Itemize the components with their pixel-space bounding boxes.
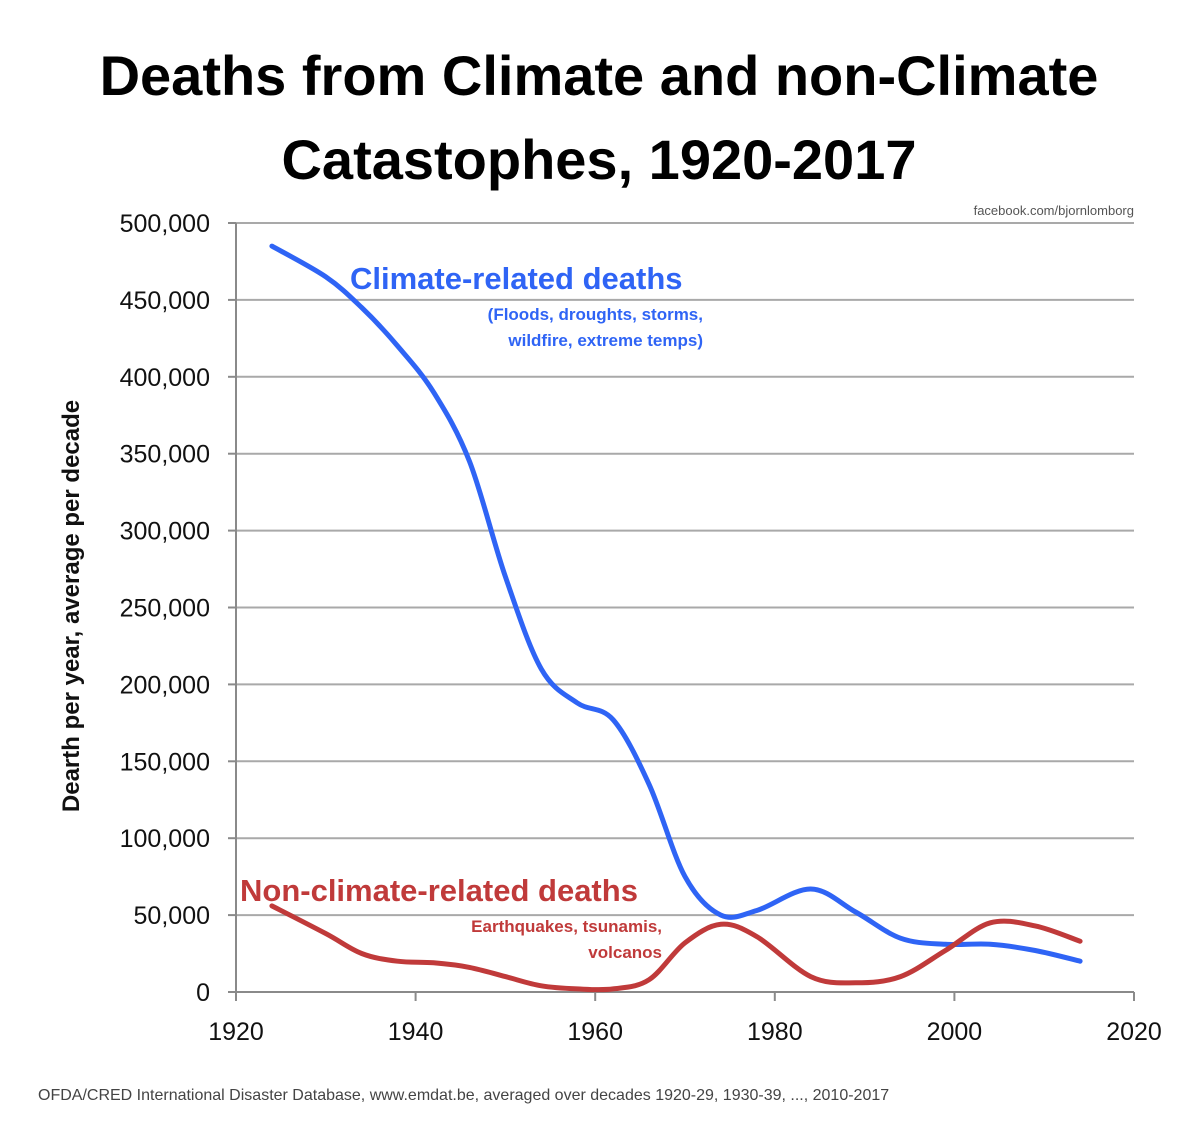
x-tick-label: 1980 xyxy=(747,1018,803,1046)
y-tick-label: 50,000 xyxy=(134,902,210,930)
series-lines xyxy=(269,243,1083,993)
x-tick-label: 1960 xyxy=(567,1018,623,1046)
source-note: OFDA/CRED International Disaster Databas… xyxy=(38,1087,889,1104)
x-tick-label: 2000 xyxy=(927,1018,983,1046)
chart-title-line-2: Catastophes, 1920-2017 xyxy=(281,128,917,191)
credit-text: facebook.com/bjornlomborg xyxy=(974,203,1134,218)
y-tick-label: 400,000 xyxy=(120,364,210,392)
y-axis-label: Dearth per year, average per decade xyxy=(58,400,85,812)
y-tick-label: 450,000 xyxy=(120,287,210,315)
y-tick-label: 350,000 xyxy=(120,441,210,469)
y-tick-label: 200,000 xyxy=(120,671,210,699)
chart-title-line-1: Deaths from Climate and non-Climate xyxy=(99,44,1099,107)
y-tick-label: 250,000 xyxy=(120,595,210,623)
x-tick-label: 2020 xyxy=(1106,1018,1162,1046)
climate-series-note-1: (Floods, droughts, storms, xyxy=(488,305,703,324)
grid-lines xyxy=(236,222,1134,917)
y-tick-label: 100,000 xyxy=(120,825,210,853)
non-climate-series-note-2: volcanos xyxy=(588,943,662,962)
climate-deaths-line xyxy=(269,243,1083,964)
non-climate-deaths-line xyxy=(269,903,1083,993)
y-tick-labels: 0 50,000 100,000 150,000 200,000 250,000 300,0… xyxy=(120,210,210,1007)
non-climate-series-label: Non-climate-related deaths xyxy=(240,873,638,908)
x-tick-label: 1940 xyxy=(388,1018,444,1046)
y-tick-label: 500,000 xyxy=(120,210,210,238)
climate-series-label: Climate-related deaths xyxy=(350,261,683,296)
non-climate-series-note-1: Earthquakes, tsunamis, xyxy=(471,917,662,936)
chart-title: Deaths from Climate and non-Climate Cata… xyxy=(0,34,1198,202)
climate-series-note-2: wildfire, extreme temps) xyxy=(507,331,703,350)
x-tick-label: 1920 xyxy=(208,1018,264,1046)
axes xyxy=(228,222,1135,1001)
x-tick-labels: 1920 1940 1960 1980 2000 2020 xyxy=(208,1018,1162,1046)
y-tick-label: 300,000 xyxy=(120,518,210,546)
y-tick-label: 0 xyxy=(196,979,210,1007)
y-tick-label: 150,000 xyxy=(120,748,210,776)
